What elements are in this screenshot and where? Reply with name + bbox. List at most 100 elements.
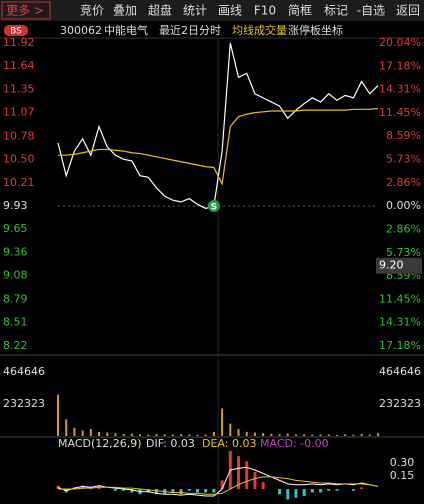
toolbar-button[interactable]: 统计 [183, 4, 207, 18]
volume-bar [106, 432, 109, 436]
volume-bar [319, 434, 322, 436]
volume-bar [303, 434, 306, 436]
pct-tick: 17.18% [379, 59, 421, 72]
code: 300062 [60, 24, 102, 37]
volume-bar [311, 434, 314, 436]
volume-bar [377, 433, 379, 436]
overlay-limit[interactable]: 涨停板坐标 [288, 23, 343, 37]
volume-bar [65, 419, 68, 436]
macd-bar [113, 489, 117, 491]
more-box [1, 1, 51, 20]
volume-bar [171, 434, 174, 436]
macd-bar [171, 489, 175, 493]
last-price: 9.20 [379, 259, 404, 272]
macd-bar [220, 480, 224, 490]
macd-dea [58, 476, 379, 495]
volume-bar [130, 433, 133, 436]
vol-tick: 232323 [3, 397, 45, 410]
macd-val: MACD: -0.00 [260, 437, 329, 450]
volume-bar [294, 434, 297, 436]
volume-bar [180, 434, 183, 436]
macd-bar [204, 489, 208, 493]
volume-bar [286, 433, 289, 436]
macd-bar [294, 489, 298, 498]
toolbar-button[interactable]: 更多 > [6, 4, 44, 18]
volume-bar [122, 433, 125, 436]
macd-bar [130, 489, 134, 493]
volume-bar [57, 394, 59, 436]
volume-bar [221, 408, 224, 436]
volume-bar [229, 423, 232, 436]
toolbar-button[interactable]: 画线 [218, 4, 242, 18]
price-tick: 11.35 [3, 83, 35, 96]
volume-bar [253, 432, 256, 436]
volume-bar [278, 434, 281, 436]
toolbar-button[interactable]: 超盘 [148, 3, 172, 18]
overlay-vol[interactable]: 成交量 [254, 23, 287, 37]
price-tick: 10.21 [3, 176, 35, 189]
badge[interactable]: BS [10, 27, 22, 37]
macd-dif: DIF: 0.03 [146, 437, 195, 450]
volume-bar [114, 433, 117, 436]
macd-tick: 0.15 [390, 469, 415, 482]
price-tick: 9.08 [3, 269, 28, 282]
badge-bg [4, 25, 28, 36]
pct-tick: 2.86% [386, 176, 421, 189]
volume-bar [196, 434, 199, 436]
macd-bar [351, 489, 355, 491]
volume-bar [163, 434, 166, 436]
pct-tick: 11.45% [379, 292, 421, 305]
period[interactable]: 最近2日分时 [159, 24, 221, 37]
macd-bar [245, 461, 249, 490]
macd-bar [212, 489, 216, 493]
macd-bar [195, 489, 199, 493]
macd-bar [122, 489, 126, 491]
volume-bar [270, 433, 273, 436]
volume-bar [147, 434, 150, 436]
toolbar-button[interactable]: 标记 [324, 4, 348, 18]
price-tick: 9.65 [3, 222, 28, 235]
vol-tick: 464646 [3, 365, 45, 378]
volume-bar [360, 433, 363, 436]
toolbar-button[interactable]: F10 [254, 4, 276, 18]
volume-bar [327, 434, 330, 436]
toolbar-button[interactable]: 竞价 [80, 4, 104, 18]
price-tick: 9.93 [3, 199, 28, 212]
price-tick: 11.92 [3, 36, 35, 49]
macd-bar [335, 489, 339, 491]
volume-bar [368, 434, 371, 436]
vol-tick: 464646 [379, 365, 421, 378]
macd-bar [187, 489, 191, 491]
volume-bar [188, 434, 191, 436]
price-line [57, 42, 379, 210]
volume-bar [344, 434, 347, 436]
macd-bar [253, 471, 257, 490]
toolbar-button[interactable]: 叠加 [113, 4, 137, 18]
macd-tick: 0.30 [390, 456, 415, 469]
overlay-avg[interactable]: 均线 [232, 23, 254, 37]
toolbar-button[interactable]: 返回 [396, 4, 420, 18]
price-tick: 10.50 [3, 152, 35, 165]
volume-bar [89, 429, 92, 436]
macd-bar [286, 489, 290, 500]
volume-bar [81, 430, 84, 436]
price-tick: 8.51 [3, 315, 28, 328]
volume-bar [352, 434, 355, 436]
macd-bar [310, 489, 314, 493]
price-tick: 11.64 [3, 59, 35, 72]
pct-tick: 14.31% [379, 316, 421, 329]
volume-bar [237, 429, 240, 436]
pct-tick: 17.18% [379, 339, 421, 352]
macd-dea: DEA: 0.03 [202, 437, 256, 450]
pct-tick: 14.31% [379, 83, 421, 96]
price-tick: 8.22 [3, 339, 28, 352]
macd-bar [360, 487, 364, 490]
price-tick: 11.07 [3, 106, 35, 119]
signal-dot[interactable] [207, 199, 220, 212]
pct-tick: 2.86% [386, 222, 421, 235]
signal[interactable]: S [211, 202, 217, 212]
toolbar-button[interactable]: 简框 [288, 4, 312, 18]
volume-bar [73, 427, 76, 436]
toolbar-button[interactable]: -自选 [357, 4, 385, 18]
